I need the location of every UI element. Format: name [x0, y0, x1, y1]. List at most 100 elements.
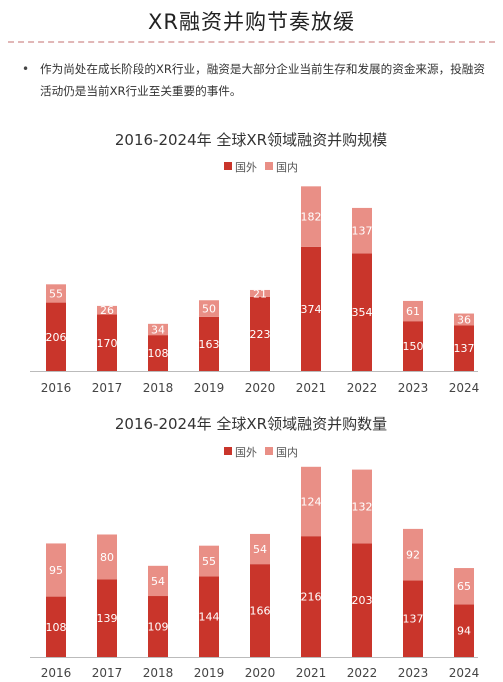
chart-1-tick-2020: 2020 [245, 666, 276, 680]
chart-0-data-label-foreign-2021: 374 [301, 303, 322, 316]
chart-0-bar-foreign-2024 [454, 325, 474, 371]
chart-1-bar-domestic-2016 [46, 543, 66, 597]
chart-0-tick-2017: 2017 [92, 381, 123, 395]
chart-1-data-label-domestic-2023: 92 [406, 549, 420, 562]
chart-1-data-label-foreign-2021: 216 [301, 591, 322, 604]
chart-1-bar-domestic-2021 [301, 466, 321, 537]
chart-1-bar-domestic-2020 [250, 533, 270, 565]
chart-0-data-label-domestic-2024: 36 [457, 314, 471, 327]
chart-0-data-label-domestic-2018: 34 [151, 323, 165, 336]
chart-1-bar-domestic-2019 [199, 545, 219, 577]
chart-1-data-label-domestic-2020: 54 [253, 543, 267, 556]
chart-1-bar-foreign-2019 [199, 576, 219, 657]
chart-0-bar-domestic-2020 [250, 289, 270, 297]
chart-1-tick-2019: 2019 [194, 666, 225, 680]
chart-1-tick-2018: 2018 [143, 666, 174, 680]
chart-1-tick-2016: 2016 [41, 666, 72, 680]
chart-0-bar-domestic-2021 [301, 186, 321, 247]
chart-1-bar-foreign-2017 [97, 579, 117, 657]
chart-0-bar-domestic-2023 [403, 300, 423, 322]
chart-1-bar-domestic-2024 [454, 568, 474, 605]
chart-0-data-label-foreign-2016: 206 [46, 331, 67, 344]
chart-0-tick-2018: 2018 [143, 381, 174, 395]
chart-0-bar-foreign-2018 [148, 335, 168, 371]
chart-0-title: 2016-2024年 全球XR领域融资并购规模 [115, 131, 387, 149]
chart-0-tick-2022: 2022 [347, 381, 378, 395]
chart-0-data-label-domestic-2017: 26 [100, 304, 114, 317]
bullet-mark: • [22, 62, 30, 76]
chart-0-data-label-domestic-2020: 21 [253, 287, 267, 300]
chart-0-bar-domestic-2016 [46, 284, 66, 303]
chart-0-bar-foreign-2023 [403, 321, 423, 371]
chart-1-tick-2023: 2023 [398, 666, 429, 680]
chart-0-data-label-domestic-2016: 55 [49, 287, 63, 300]
chart-0-data-label-domestic-2022: 137 [352, 225, 373, 238]
chart-0-legend-label-foreign: 国外 [235, 161, 257, 174]
chart-1-bar-foreign-2016 [46, 596, 66, 657]
chart-1-tick-2024: 2024 [449, 666, 480, 680]
chart-0-legend-swatch-domestic [265, 162, 273, 170]
chart-0-data-label-domestic-2021: 182 [301, 211, 322, 224]
chart-0-data-label-domestic-2023: 61 [406, 305, 420, 318]
chart-0-legend-swatch-foreign [224, 162, 232, 170]
chart-1-tick-2017: 2017 [92, 666, 123, 680]
chart-0-tick-2024: 2024 [449, 381, 480, 395]
chart-0-bar-domestic-2018 [148, 323, 168, 336]
chart-0-bar-domestic-2019 [199, 300, 219, 317]
chart-1-bar-domestic-2022 [352, 469, 372, 544]
chart-1-data-label-domestic-2016: 95 [49, 564, 63, 577]
chart-1-bar-foreign-2024 [454, 604, 474, 657]
intro-text: 作为尚处在成长阶段的XR行业，融资是大部分企业当前生存和发展的资金来源，投融资活… [40, 62, 485, 98]
chart-0-tick-2019: 2019 [194, 381, 225, 395]
chart-1-bar-domestic-2018 [148, 565, 168, 597]
chart-0-tick-2016: 2016 [41, 381, 72, 395]
chart-0-bar-domestic-2017 [97, 305, 117, 315]
chart-1-bar-domestic-2023 [403, 528, 423, 581]
chart-0-data-label-foreign-2018: 108 [148, 347, 169, 360]
chart-1-data-label-domestic-2021: 124 [301, 495, 322, 508]
chart-1-data-label-foreign-2023: 137 [403, 613, 424, 626]
chart-0-tick-2023: 2023 [398, 381, 429, 395]
chart-0-data-label-foreign-2017: 170 [97, 337, 118, 350]
chart-1-legend-label-foreign: 国外 [235, 446, 257, 459]
chart-1-data-label-foreign-2016: 108 [46, 621, 67, 634]
chart-0-data-label-foreign-2019: 163 [199, 338, 220, 351]
chart-1-legend-swatch-domestic [265, 447, 273, 455]
chart-0-bar-foreign-2016 [46, 302, 66, 371]
chart-0-bar-foreign-2019 [199, 316, 219, 371]
chart-1-data-label-foreign-2018: 109 [148, 621, 169, 634]
chart-1-data-label-domestic-2024: 65 [457, 580, 471, 593]
chart-1-legend-label-domestic: 国内 [276, 445, 298, 459]
chart-0-data-label-domestic-2019: 50 [202, 303, 216, 316]
chart-1-bar-domestic-2017 [97, 534, 117, 580]
chart-1-title: 2016-2024年 全球XR领域融资并购数量 [115, 415, 387, 433]
chart-1-tick-2021: 2021 [296, 666, 327, 680]
page-title: XR融资并购节奏放缓 [148, 10, 355, 34]
chart-1-data-label-foreign-2019: 144 [199, 611, 220, 624]
chart-0-bar-foreign-2021 [301, 246, 321, 371]
chart-1-data-label-domestic-2022: 132 [352, 501, 373, 514]
chart-1-data-label-domestic-2019: 55 [202, 555, 216, 568]
chart-0-data-label-foreign-2020: 223 [250, 328, 271, 341]
chart-1-data-label-domestic-2017: 80 [100, 551, 114, 564]
chart-0-data-label-foreign-2023: 150 [403, 340, 424, 353]
chart-1-legend-swatch-foreign [224, 447, 232, 455]
chart-0-bar-domestic-2022 [352, 207, 372, 254]
chart-1-bar-foreign-2018 [148, 596, 168, 657]
chart-0-bar-domestic-2024 [454, 313, 474, 326]
title-divider [8, 41, 495, 43]
chart-0-tick-2020: 2020 [245, 381, 276, 395]
chart-0-bar-foreign-2020 [250, 296, 270, 371]
chart-1-bar-foreign-2023 [403, 580, 423, 657]
chart-1-data-label-foreign-2020: 166 [250, 605, 271, 618]
chart-0-legend-label-domestic: 国内 [276, 160, 298, 174]
chart-1-data-label-foreign-2017: 139 [97, 612, 118, 625]
chart-0-bar-foreign-2017 [97, 314, 117, 371]
chart-1-data-label-foreign-2024: 94 [457, 625, 471, 638]
chart-0-data-label-foreign-2024: 137 [454, 342, 475, 355]
chart-0-data-label-foreign-2022: 354 [352, 306, 373, 319]
chart-1-bar-foreign-2021 [301, 536, 321, 657]
chart-1-bar-foreign-2020 [250, 564, 270, 657]
